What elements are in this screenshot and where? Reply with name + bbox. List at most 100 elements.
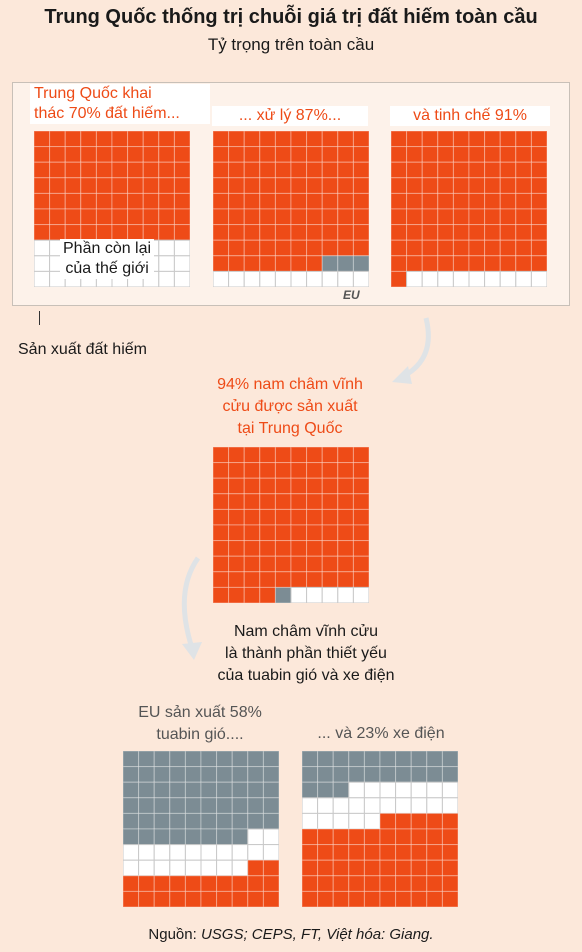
waffle-cell — [410, 890, 428, 907]
waffle-cell — [213, 540, 230, 557]
waffle-cell — [395, 812, 412, 830]
magnets-label-line2: cửu được sản xuất — [222, 398, 358, 415]
waffle-cell — [363, 751, 381, 768]
waffle-cell — [306, 447, 323, 464]
waffle-cell — [243, 255, 261, 272]
waffle-cell — [200, 812, 218, 830]
waffle-cell — [231, 875, 249, 892]
waffle-cell — [184, 859, 202, 877]
waffle-cell — [352, 208, 369, 226]
waffle-cell — [34, 131, 51, 148]
waffle-cell — [64, 192, 82, 210]
waffle-cell — [484, 146, 501, 163]
waffle-cell — [243, 131, 261, 148]
waffle-cell — [169, 828, 186, 846]
waffle-cell — [184, 751, 202, 768]
waffle-cell — [426, 766, 443, 783]
waffle-cell — [321, 447, 339, 464]
waffle-cell — [452, 192, 470, 210]
waffle-cell — [379, 751, 397, 768]
waffle-cell — [332, 875, 350, 892]
waffle-cell — [259, 462, 276, 479]
waffle-cell — [352, 177, 369, 194]
waffle-cell — [184, 812, 202, 830]
waffle-cell — [34, 255, 51, 272]
waffle-cell — [317, 828, 334, 846]
waffle-cell — [290, 508, 308, 526]
waffle-cell — [484, 255, 501, 272]
waffle-cell — [243, 555, 261, 573]
mining-label-line1: Trung Quốc khai — [34, 85, 152, 102]
waffle-cell — [200, 859, 218, 877]
waffle-cell — [123, 844, 140, 861]
waffle-cell — [259, 508, 276, 526]
waffle-cell — [173, 224, 190, 241]
waffle-cell — [80, 192, 97, 210]
waffle-cell — [352, 508, 369, 526]
waffle-cell — [379, 828, 397, 846]
waffle-cell — [302, 766, 319, 783]
waffle-cell — [317, 859, 334, 877]
waffle-cell — [352, 146, 369, 163]
waffle-cell — [290, 586, 308, 603]
waffle-cell — [184, 890, 202, 907]
waffle-cell — [274, 146, 292, 163]
waffle-cell — [259, 540, 276, 557]
waffle-cell — [228, 586, 245, 603]
waffle-cell — [302, 875, 319, 892]
waffle-cell — [111, 146, 129, 163]
waffle-cell — [499, 161, 517, 179]
ev-waffle — [302, 751, 458, 907]
waffle-cell — [231, 859, 249, 877]
waffle-cell — [499, 208, 517, 226]
waffle-cell — [95, 161, 113, 179]
waffle-cell — [426, 890, 443, 907]
magnets-label: 94% nam châm vĩnh cửu được sản xuất tại … — [190, 374, 390, 440]
waffle-cell — [452, 255, 470, 272]
waffle-cell — [111, 177, 129, 194]
refining-waffle — [391, 131, 547, 287]
waffle-cell — [484, 239, 501, 257]
waffle-cell — [332, 859, 350, 877]
waffle-cell — [184, 844, 202, 861]
waffle-cell — [34, 224, 51, 241]
waffle-cell — [274, 555, 292, 573]
waffle-cell — [363, 812, 381, 830]
waffle-cell — [216, 890, 233, 907]
waffle-cell — [142, 192, 160, 210]
waffle-cell — [243, 208, 261, 226]
waffle-cell — [484, 224, 501, 241]
waffle-cell — [352, 586, 369, 603]
waffle-cell — [437, 177, 454, 194]
waffle-cell — [306, 477, 323, 495]
waffle-cell — [306, 524, 323, 542]
waffle-cell — [153, 859, 171, 877]
waffle-cell — [352, 270, 369, 287]
waffle-cell — [363, 797, 381, 814]
waffle-cell — [216, 859, 233, 877]
waffle-cell — [290, 555, 308, 573]
waffle-cell — [213, 508, 230, 526]
waffle-cell — [437, 239, 454, 257]
waffle-cell — [363, 781, 381, 799]
waffle-cell — [306, 161, 323, 179]
waffle-cell — [306, 131, 323, 148]
waffle-cell — [111, 131, 129, 148]
waffle-cell — [34, 177, 51, 194]
waffle-cell — [259, 224, 276, 241]
waffle-cell — [34, 239, 51, 257]
waffle-cell — [123, 875, 140, 892]
waffle-cell — [306, 224, 323, 241]
waffle-cell — [49, 131, 66, 148]
waffle-cell — [247, 812, 264, 830]
waffle-cell — [437, 224, 454, 241]
waffle-cell — [321, 177, 339, 194]
waffle-cell — [452, 224, 470, 241]
waffle-cell — [200, 844, 218, 861]
waffle-cell — [290, 524, 308, 542]
waffle-cell — [173, 239, 190, 257]
waffle-cell — [352, 131, 369, 148]
waffle-cell — [169, 859, 186, 877]
waffle-cell — [243, 239, 261, 257]
processing-waffle — [213, 131, 369, 287]
